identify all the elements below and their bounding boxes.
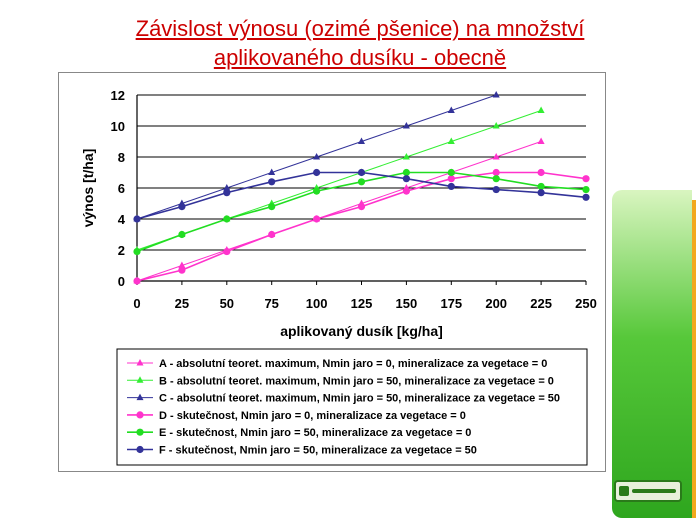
x-tick-label: 0 (133, 296, 140, 311)
data-point-d (313, 215, 321, 223)
data-point-f (447, 182, 455, 191)
logo-graphic (619, 486, 676, 496)
leading-farmers-logo-icon (614, 480, 682, 502)
x-tick-label: 25 (175, 296, 189, 311)
legend-entry: C - absolutní teoret. maximum, Nmin jaro… (159, 393, 560, 405)
data-point-f (357, 168, 366, 177)
data-point-c (492, 91, 500, 98)
slide-title-line-2: aplikovaného dusíku - obecně (213, 45, 507, 70)
data-point-b (492, 122, 500, 129)
data-point-e (178, 230, 186, 239)
series-line-a (136, 141, 542, 282)
data-point-d (402, 187, 410, 195)
data-point-e (582, 185, 590, 194)
data-point-f (223, 189, 231, 197)
data-point-c (358, 137, 365, 144)
data-point-a (537, 137, 545, 144)
y-tick-label: 12 (111, 88, 125, 103)
x-tick-label: 225 (530, 296, 552, 311)
legend-entry: D - skutečnost, Nmin jaro = 0, mineraliz… (159, 410, 466, 422)
y-tick-label: 6 (118, 181, 125, 196)
data-point-b (447, 137, 455, 144)
data-point-c (268, 168, 276, 175)
data-point-e (447, 168, 455, 177)
x-tick-label: 250 (575, 296, 597, 311)
legend-swatch-marker (136, 445, 144, 454)
data-point-d (492, 168, 500, 177)
y-tick-label: 8 (118, 150, 125, 165)
data-point-e (357, 178, 366, 186)
data-point-e (133, 247, 141, 256)
legend-entry: A - absolutní teoret. maximum, Nmin jaro… (159, 358, 547, 370)
legend-entry: E - skutečnost, Nmin jaro = 50, minerali… (159, 427, 471, 439)
data-point-e (268, 203, 276, 211)
legend-swatch-marker (136, 376, 144, 383)
data-point-d (582, 175, 590, 183)
data-point-c (447, 106, 455, 113)
y-axis-title: výnos [t/ha] (80, 149, 96, 228)
chart: 0 2 4 6 8 10 12 0 25 50 75 100 125 150 175 200 225 250 apl… (80, 88, 597, 466)
data-point-e (402, 168, 410, 177)
data-point-e (537, 182, 545, 191)
data-point-e (313, 187, 321, 195)
x-tick-label: 125 (351, 296, 373, 311)
legend-swatch-marker (136, 428, 144, 436)
data-point-d (178, 266, 186, 274)
slide-title: Závislost výnosu (ozimé pšenice) na množ… (60, 14, 660, 72)
slide-title-line-1: Závislost výnosu (ozimé pšenice) na množ… (135, 16, 585, 41)
data-point-e (223, 215, 231, 223)
data-point-f (268, 178, 276, 186)
legend-swatch-marker (136, 393, 144, 401)
x-tick-label: 75 (264, 296, 278, 311)
y-tick-label: 4 (118, 212, 126, 227)
legend-box (116, 348, 588, 466)
x-tick-label: 175 (440, 296, 462, 311)
data-point-d (268, 230, 276, 239)
x-tick-label: 200 (485, 296, 507, 311)
legend-swatch-marker (136, 411, 144, 419)
data-point-e (492, 175, 500, 183)
data-point-d (357, 203, 366, 211)
data-point-d (447, 175, 455, 183)
data-point-d (223, 247, 231, 256)
x-axis-title: aplikovaný dusík [kg/ha] (280, 323, 443, 339)
legend-entry: B - absolutní teoret. maximum, Nmin jaro… (159, 375, 554, 387)
data-point-a (178, 261, 186, 268)
y-tick-label: 2 (118, 243, 125, 258)
data-point-f (402, 175, 410, 183)
data-point-c (402, 122, 410, 129)
y-tick-label: 10 (111, 119, 125, 134)
data-point-f (313, 168, 321, 177)
data-point-c (223, 184, 231, 191)
data-point-a (492, 153, 500, 160)
y-tick-label: 0 (118, 274, 125, 289)
data-point-f (178, 203, 186, 211)
x-tick-label: 100 (306, 296, 328, 311)
x-tick-label: 150 (396, 296, 418, 311)
chart-frame: 0 2 4 6 8 10 12 0 25 50 75 100 125 150 175 200 225 250 apl… (58, 72, 606, 472)
data-point-b (537, 106, 545, 113)
decorative-green-strip (612, 190, 692, 518)
legend-entry: F - skutečnost, Nmin jaro = 50, minerali… (159, 445, 477, 457)
data-point-f (537, 189, 545, 197)
legend-swatch-marker (136, 359, 144, 366)
data-point-f (582, 193, 590, 201)
x-tick-label: 50 (220, 296, 234, 311)
data-point-d (537, 168, 545, 177)
data-point-c (313, 153, 321, 160)
data-point-b (402, 153, 410, 160)
data-point-f (133, 215, 141, 223)
data-point-d (133, 277, 141, 285)
data-point-f (492, 185, 500, 194)
